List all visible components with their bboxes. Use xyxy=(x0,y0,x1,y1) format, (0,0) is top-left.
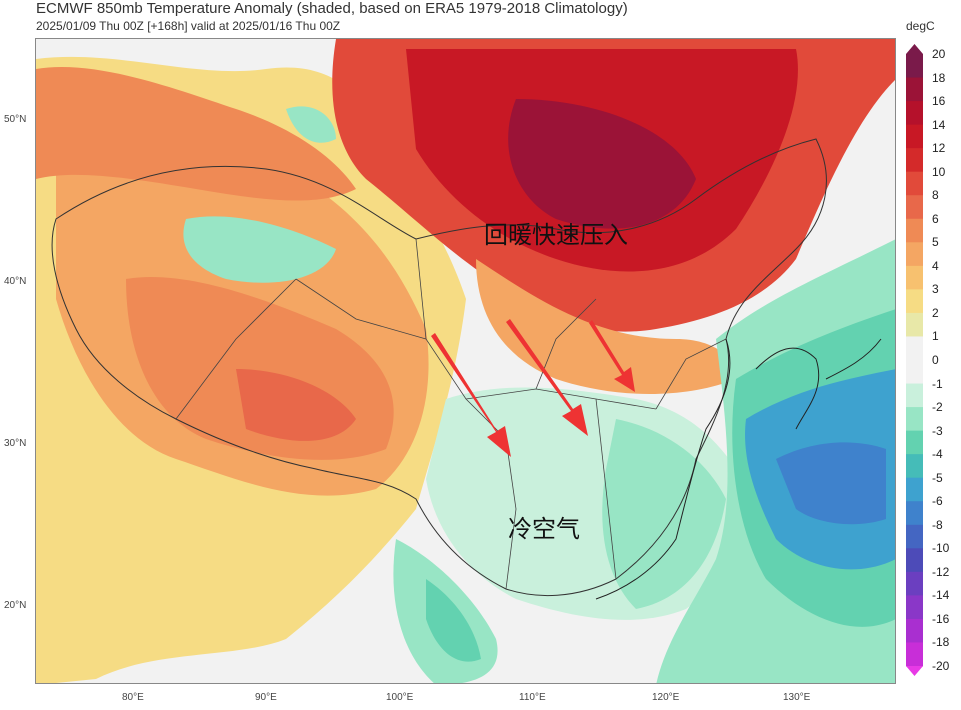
colorbar-label: 3 xyxy=(932,282,939,297)
lat-label-30: 30°N xyxy=(4,438,27,449)
colorbar-label: 12 xyxy=(932,141,946,156)
cold-region-indochina-core xyxy=(426,579,481,662)
lat-label-40: 40°N xyxy=(4,276,27,287)
colorbar-segment xyxy=(906,54,923,79)
lon-label-100: 100°E xyxy=(386,692,414,703)
lon-label-80: 80°E xyxy=(122,692,144,703)
colorbar-label: -10 xyxy=(932,541,950,556)
colorbar-label: 8 xyxy=(932,188,939,203)
colorbar-segment xyxy=(906,336,923,361)
arrows xyxy=(431,319,635,457)
colorbar-segment xyxy=(906,454,923,479)
lat-label-20: 20°N xyxy=(4,600,27,611)
map-canvas xyxy=(36,39,895,683)
colorbar-label: 4 xyxy=(932,258,939,273)
coastline xyxy=(595,338,882,600)
colorbar-label: -4 xyxy=(932,447,943,462)
colorbar-label: 10 xyxy=(932,164,946,179)
temperature-anomaly-map: 回暖快速压入 冷空气 xyxy=(35,38,896,684)
colorbar-label: -14 xyxy=(932,588,950,603)
colorbar-segment xyxy=(906,501,923,526)
colorbar-segment xyxy=(906,148,923,173)
colorbar-label: -3 xyxy=(932,423,943,438)
colorbar-segment xyxy=(906,571,923,596)
colorbar-segment xyxy=(906,242,923,267)
colorbar-label: 5 xyxy=(932,235,939,250)
annotation-warm-text: 回暖快速压入 xyxy=(484,221,628,249)
colorbar-segment xyxy=(906,171,923,196)
cold-region-deep-core xyxy=(776,442,886,525)
arrow-1 xyxy=(431,333,511,457)
lon-label-130: 130°E xyxy=(783,692,811,703)
annotation-cold-text: 冷空气 xyxy=(508,515,580,543)
colorbar-unit: degC xyxy=(906,19,935,33)
colorbar-segment xyxy=(906,218,923,243)
colorbar-segment xyxy=(906,195,923,220)
colorbar-segment xyxy=(906,477,923,502)
colorbar-bottom-arrow xyxy=(906,666,923,676)
colorbar-label: 2 xyxy=(932,305,939,320)
colorbar-segment xyxy=(906,548,923,573)
colorbar-label: 18 xyxy=(932,70,946,85)
warm-region-northwest xyxy=(36,67,356,201)
map-subtitle: 2025/01/09 Thu 00Z [+168h] valid at 2025… xyxy=(36,19,341,33)
colorbar-label: -18 xyxy=(932,635,950,650)
warm-region-mongolia-peak xyxy=(508,99,696,229)
colorbar-label: -12 xyxy=(932,564,950,579)
colorbar-segment xyxy=(906,595,923,620)
colorbar-segment xyxy=(906,289,923,314)
colorbar-segment xyxy=(906,360,923,385)
colorbar-segment xyxy=(906,430,923,455)
colorbar-segment xyxy=(906,77,923,102)
cold-patch-north xyxy=(286,106,336,143)
colorbar-top-arrow xyxy=(906,44,923,54)
colorbar-label: 20 xyxy=(932,47,946,61)
colorbar-segment xyxy=(906,524,923,549)
colorbar-segment xyxy=(906,407,923,432)
cold-patch-xinjiang xyxy=(183,216,336,283)
colorbar-label: 6 xyxy=(932,211,939,226)
colorbar-label: -16 xyxy=(932,611,950,626)
colorbar-segment xyxy=(906,312,923,337)
colorbar-label: -8 xyxy=(932,517,943,532)
lon-label-90: 90°E xyxy=(255,692,277,703)
province-lines xyxy=(175,238,727,590)
lon-label-120: 120°E xyxy=(652,692,680,703)
colorbar-label: -6 xyxy=(932,494,943,509)
colorbar-label: -2 xyxy=(932,400,943,415)
colorbar xyxy=(906,44,923,676)
map-title: ECMWF 850mb Temperature Anomaly (shaded,… xyxy=(36,0,628,17)
lon-label-110: 110°E xyxy=(519,692,546,703)
colorbar-label: 1 xyxy=(932,329,939,344)
colorbar-label: 16 xyxy=(932,94,946,109)
arrow-3 xyxy=(589,320,635,392)
warm-region-north-china xyxy=(476,259,736,394)
colorbar-label: -20 xyxy=(932,659,950,673)
colorbar-label: 14 xyxy=(932,117,946,132)
colorbar-segment xyxy=(906,383,923,408)
colorbar-label: -5 xyxy=(932,470,943,485)
colorbar-segment xyxy=(906,642,923,667)
colorbar-segment xyxy=(906,618,923,643)
lat-label-50: 50°N xyxy=(4,114,27,125)
china-border xyxy=(51,138,827,596)
colorbar-label: 0 xyxy=(932,353,939,367)
colorbar-label: -1 xyxy=(932,376,943,391)
arrow-2 xyxy=(506,319,588,436)
warm-region-tibet-hot xyxy=(236,369,356,441)
colorbar-segment xyxy=(906,124,923,149)
colorbar-segment xyxy=(906,101,923,126)
colorbar-segment xyxy=(906,265,923,290)
